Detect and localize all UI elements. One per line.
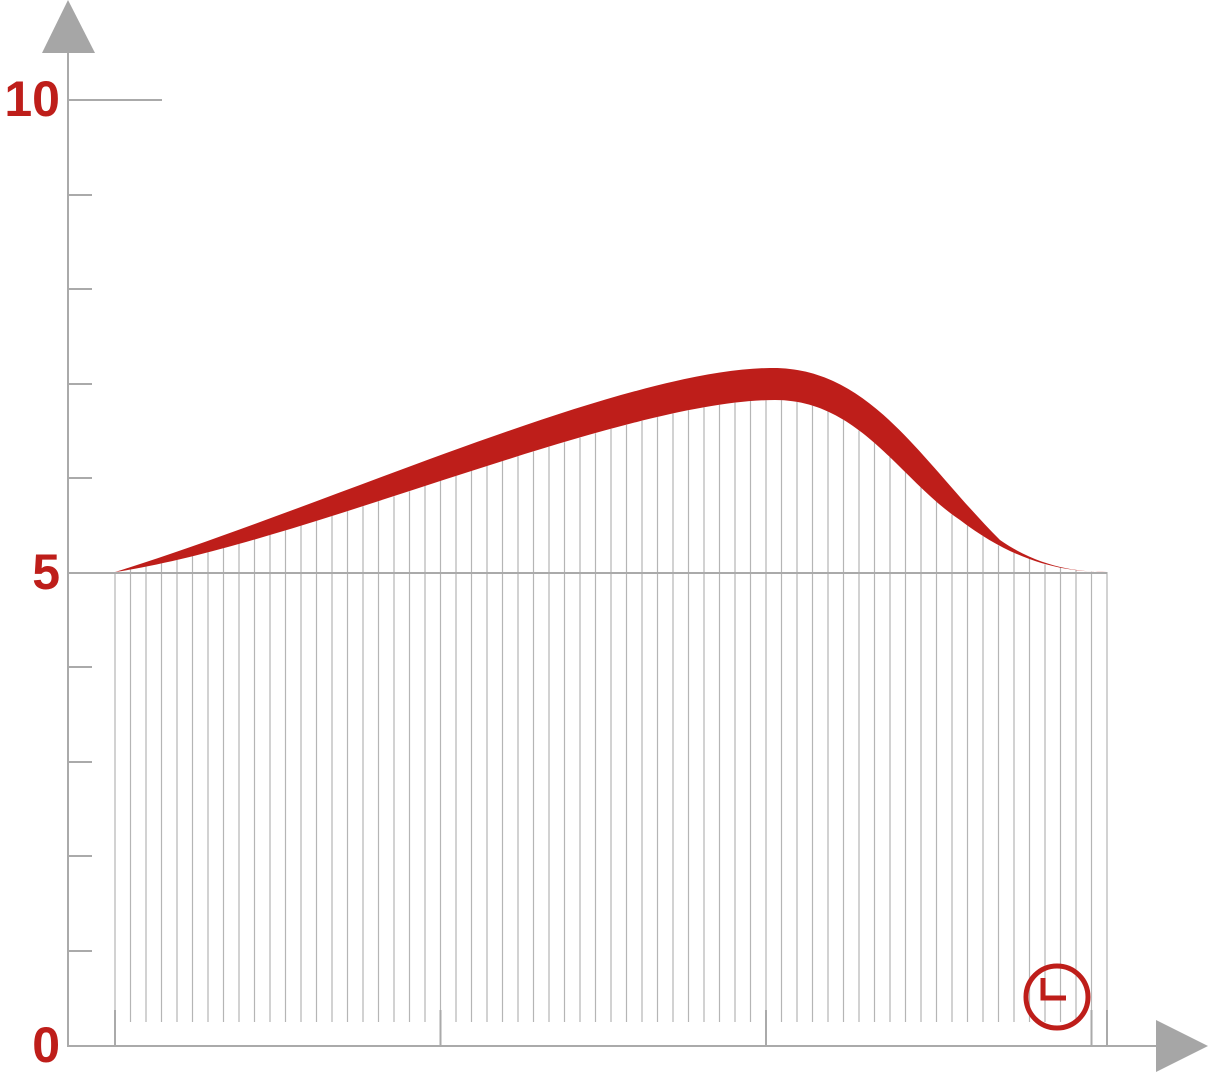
y-arrow xyxy=(42,0,95,53)
y-tick-label: 5 xyxy=(32,544,60,600)
hatch-lines xyxy=(114,400,1108,1046)
minor-ticks xyxy=(68,194,92,952)
y-tick-label: 10 xyxy=(4,71,60,127)
band xyxy=(115,367,1107,572)
x-arrow xyxy=(1156,1020,1208,1072)
y-tick-label: 0 xyxy=(32,1017,60,1072)
clock-icon xyxy=(1023,963,1091,1031)
